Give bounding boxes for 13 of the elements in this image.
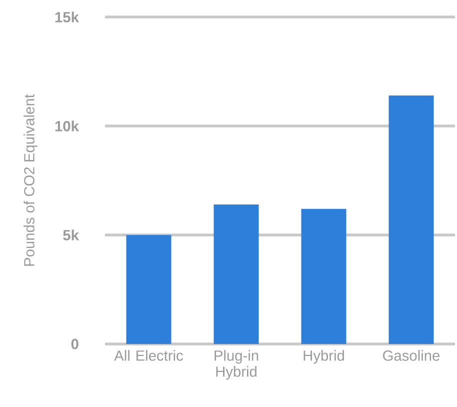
y-axis-title: Pounds of CO2 Equivalent — [24, 94, 38, 266]
x-tick-label: Hybrid — [304, 350, 344, 364]
y-tick-label: 10k — [55, 120, 79, 132]
bar — [388, 95, 434, 344]
x-tick-label: Gasoline — [383, 350, 440, 361]
x-tick-label: All Electric — [114, 350, 183, 361]
y-tick-label: 5k — [63, 230, 79, 240]
bar — [126, 234, 172, 344]
bar — [301, 208, 346, 344]
bar — [214, 204, 259, 344]
x-tick-label: Plug-in Hybrid — [214, 350, 258, 380]
y-tick-label: 15k — [55, 12, 79, 22]
y-tick-label: 0 — [71, 338, 78, 350]
